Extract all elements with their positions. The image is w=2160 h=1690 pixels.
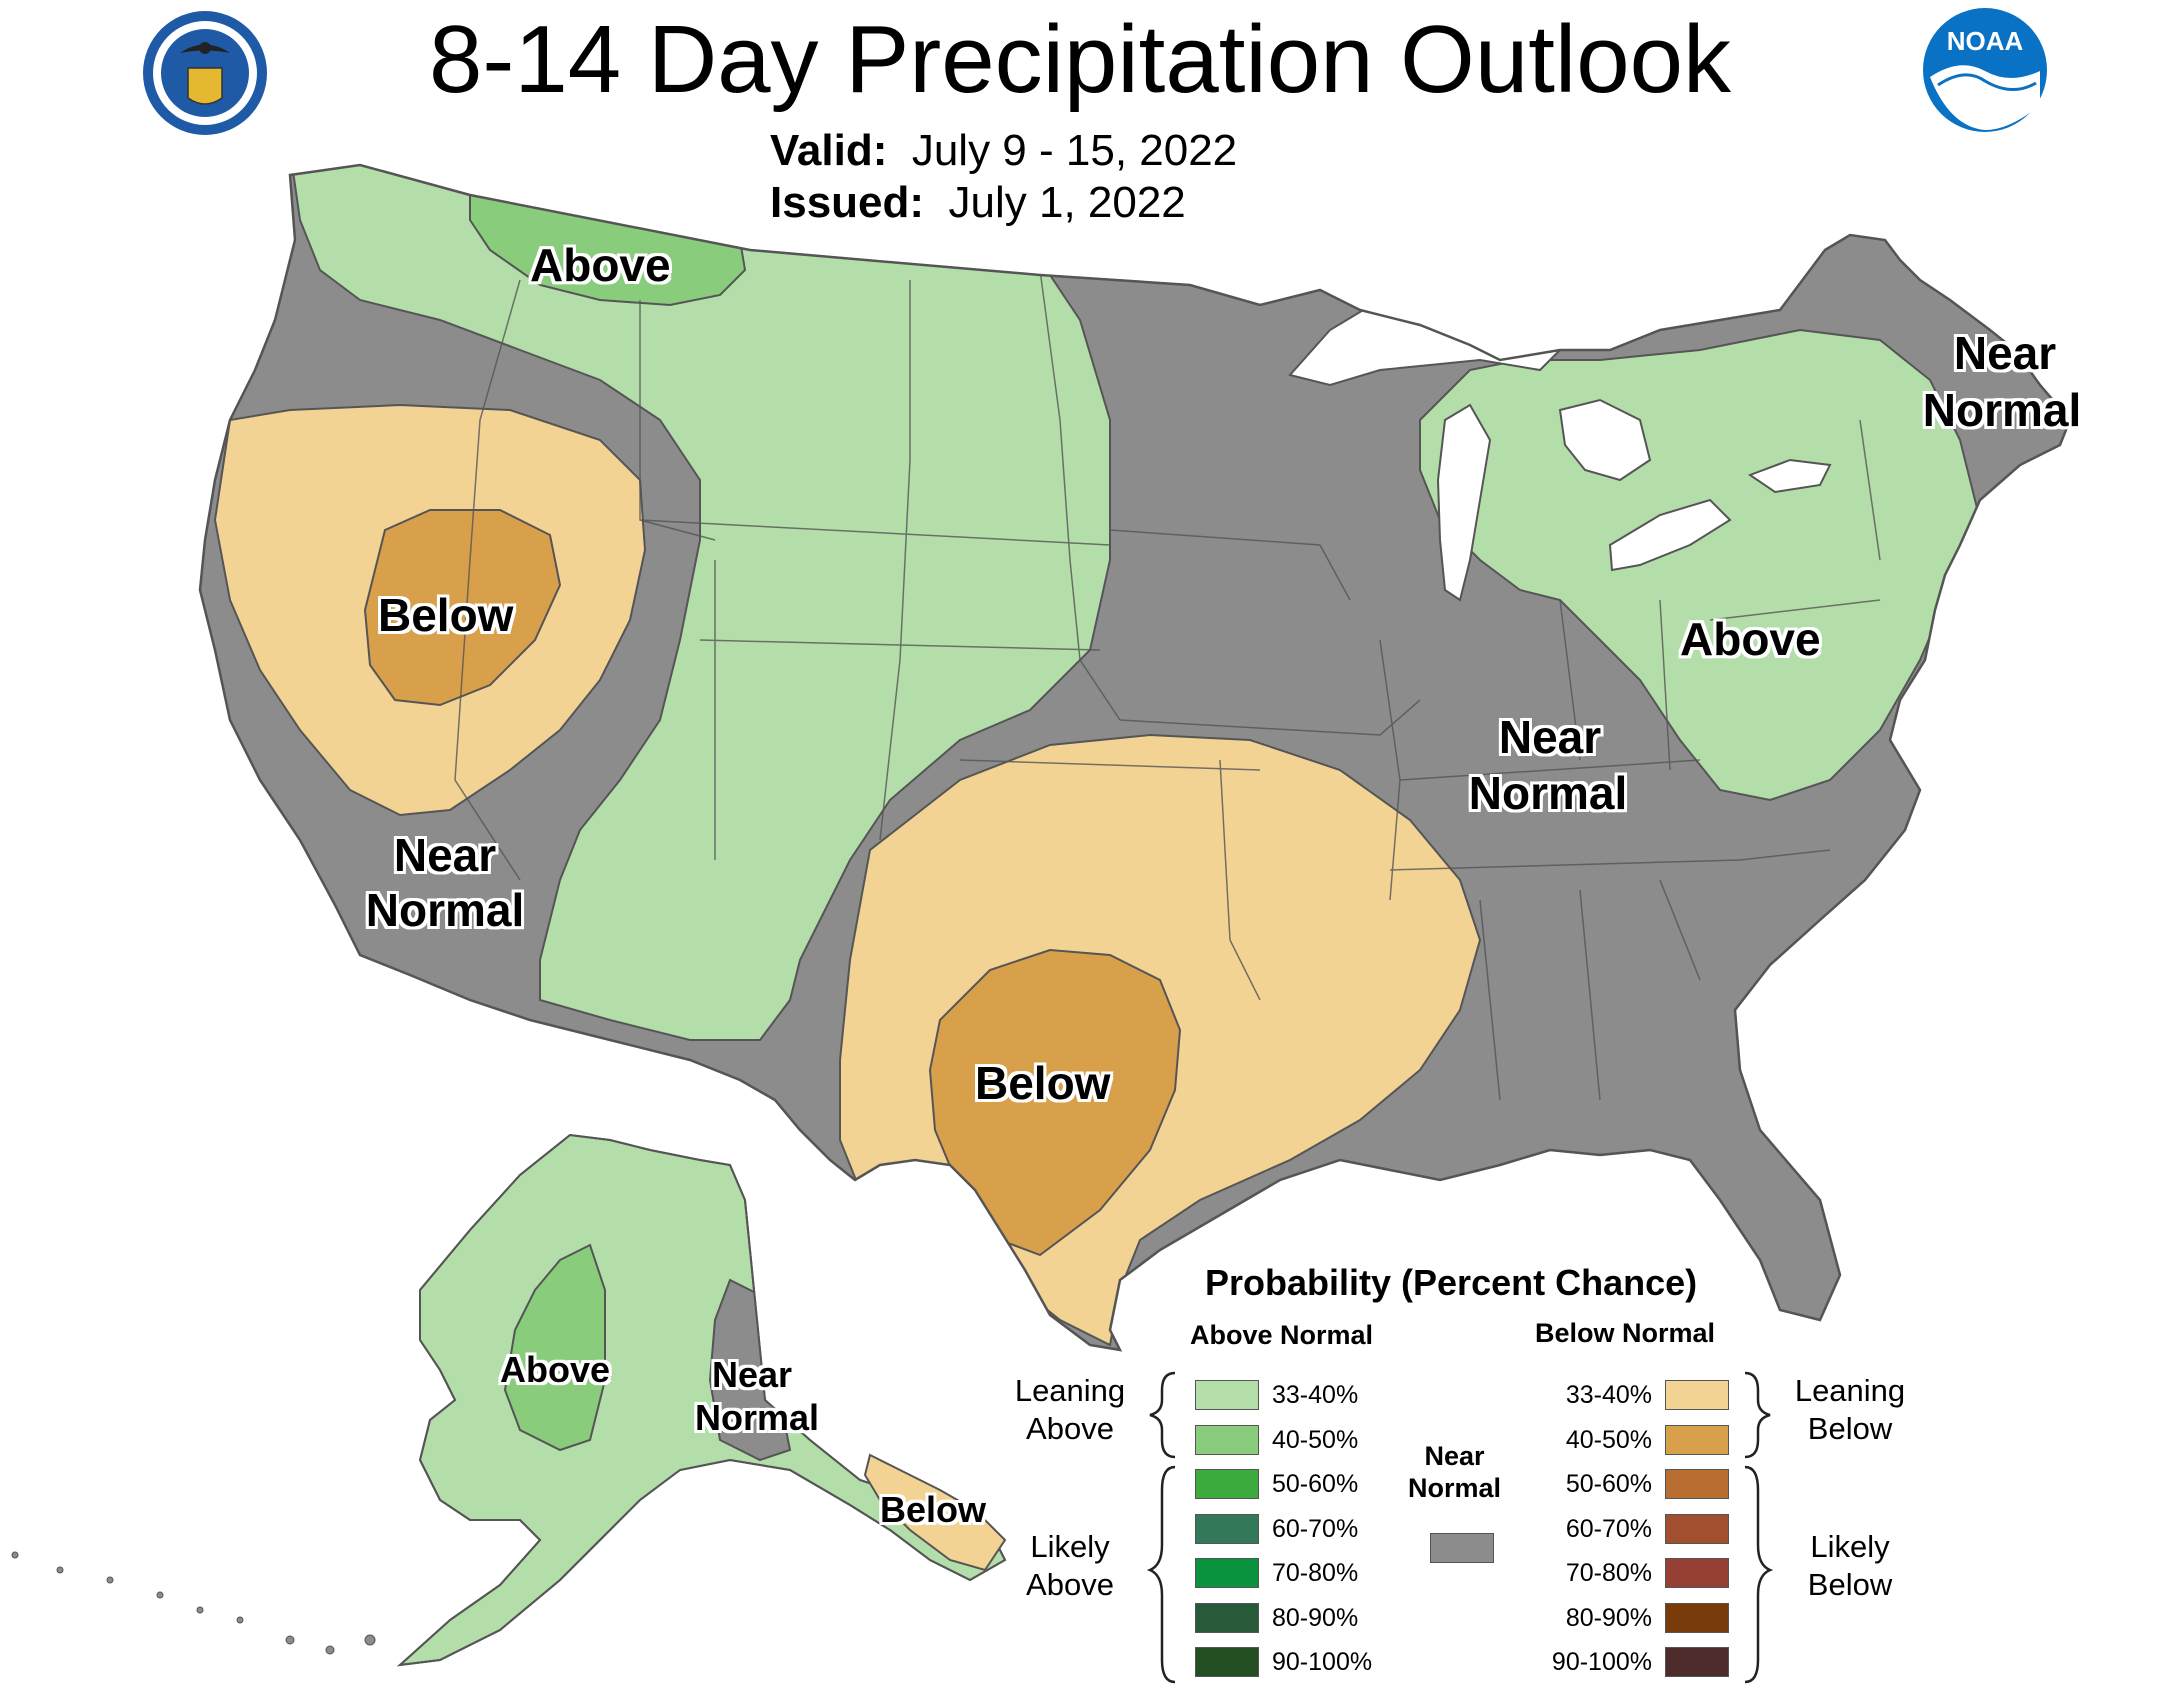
department-of-commerce-seal-icon (143, 11, 267, 135)
issued-label: Issued: (770, 178, 925, 227)
legend-below-swatch-0 (1665, 1380, 1729, 1410)
legend-below-label-1: 40-50% (1565, 1425, 1652, 1454)
label-above-northwest: Above (530, 239, 671, 291)
legend-above-label-3: 60-70% (1272, 1514, 1359, 1543)
legend-near-normal-swatch (1430, 1533, 1494, 1563)
legend-likely-above-line1: Likely (1030, 1529, 1110, 1564)
legend-below-header: Below Normal (1535, 1318, 1716, 1348)
legend-below-label-2: 50-60% (1565, 1470, 1652, 1498)
label-near-alaska-line2: Normal (694, 1397, 820, 1438)
legend-below-brackets (1744, 1371, 1774, 1684)
legend-above-swatch-4 (1195, 1558, 1259, 1588)
legend-title: Probability (Percent Chance) (1205, 1262, 1698, 1303)
label-near-west-line1: Near (393, 829, 497, 881)
issued-value: July 1, 2022 (948, 178, 1186, 227)
legend-above-label-2: 50-60% (1272, 1470, 1359, 1498)
legend-below-label-0: 33-40% (1565, 1381, 1652, 1409)
legend-near-normal: Near Normal (1408, 1440, 1501, 1504)
noaa-logo-icon: NOAA (1923, 8, 2047, 132)
label-near-northeast-line2: Normal (1922, 384, 2082, 436)
label-below-south: Below (975, 1057, 1111, 1109)
legend-above-label-5: 80-90% (1272, 1603, 1359, 1632)
legend-above-swatch-0 (1195, 1380, 1259, 1410)
label-near-middle-line2: Normal (1468, 767, 1628, 819)
date-block: Valid: July 9 - 15, 2022 Issued: July 1,… (770, 125, 1237, 229)
legend-below-swatch-1 (1665, 1424, 1729, 1455)
legend-likely-above-line2: Above (1026, 1567, 1114, 1602)
legend-above-label-4: 70-80% (1272, 1559, 1359, 1587)
valid-value: July 9 - 15, 2022 (911, 126, 1238, 175)
label-near-west-line2: Normal (365, 884, 525, 936)
label-below-alaska: Below (880, 1489, 987, 1530)
label-below-west: Below (378, 589, 514, 641)
valid-label: Valid: (770, 126, 888, 175)
legend-above-label-0: 33-40% (1272, 1381, 1359, 1409)
legend-below-swatch-2 (1665, 1469, 1729, 1499)
legend-above-swatch-6 (1195, 1647, 1259, 1677)
legend-near-normal-line2: Normal (1408, 1473, 1502, 1503)
label-near-middle-line1: Near (1498, 711, 1602, 763)
legend-likely-above: Likely Above (1005, 1528, 1135, 1604)
legend-above-swatch-3 (1195, 1513, 1259, 1544)
legend-above-swatch-1 (1195, 1424, 1259, 1455)
legend-leaning-below-line2: Below (1807, 1411, 1893, 1446)
legend-leaning-above: Leaning Above (1005, 1372, 1135, 1448)
legend-likely-below-line2: Below (1807, 1567, 1893, 1602)
legend-below-swatch-4 (1665, 1558, 1729, 1588)
legend-above-swatch-5 (1195, 1602, 1259, 1633)
noaa-logo-text: NOAA (1947, 26, 2024, 56)
legend-above-label-6: 90-100% (1272, 1648, 1373, 1676)
legend-above-header: Above Normal (1190, 1320, 1374, 1350)
legend-above-brackets (1146, 1371, 1176, 1684)
legend-leaning-below: Leaning Below (1780, 1372, 1920, 1448)
legend-leaning-above-line1: Leaning (1014, 1373, 1126, 1408)
legend-leaning-below-line1: Leaning (1794, 1373, 1906, 1408)
legend-below-label-6: 90-100% (1551, 1648, 1652, 1676)
legend-likely-below: Likely Below (1780, 1528, 1920, 1604)
legend-likely-below-line1: Likely (1810, 1529, 1890, 1564)
issued-line: Issued: July 1, 2022 (770, 177, 1237, 229)
label-above-northeast: Above (1680, 613, 1821, 665)
legend-below-swatch-3 (1665, 1513, 1729, 1544)
page-title: 8-14 Day Precipitation Outlook (429, 6, 1731, 113)
legend-below-label-3: 60-70% (1565, 1514, 1652, 1543)
label-near-northeast-line1: Near (1953, 327, 2057, 379)
legend-below-label-4: 70-80% (1565, 1559, 1652, 1587)
valid-line: Valid: July 9 - 15, 2022 (770, 125, 1237, 177)
legend-near-normal-line1: Near (1424, 1441, 1485, 1471)
legend-below-label-5: 80-90% (1565, 1603, 1652, 1632)
legend-above-swatch-2 (1195, 1469, 1259, 1499)
legend-leaning-above-line2: Above (1026, 1411, 1114, 1446)
legend-above-label-1: 40-50% (1272, 1425, 1359, 1454)
legend-below-swatch-5 (1665, 1602, 1729, 1633)
label-above-alaska: Above (500, 1349, 611, 1390)
label-near-alaska-line1: Near (711, 1354, 793, 1395)
